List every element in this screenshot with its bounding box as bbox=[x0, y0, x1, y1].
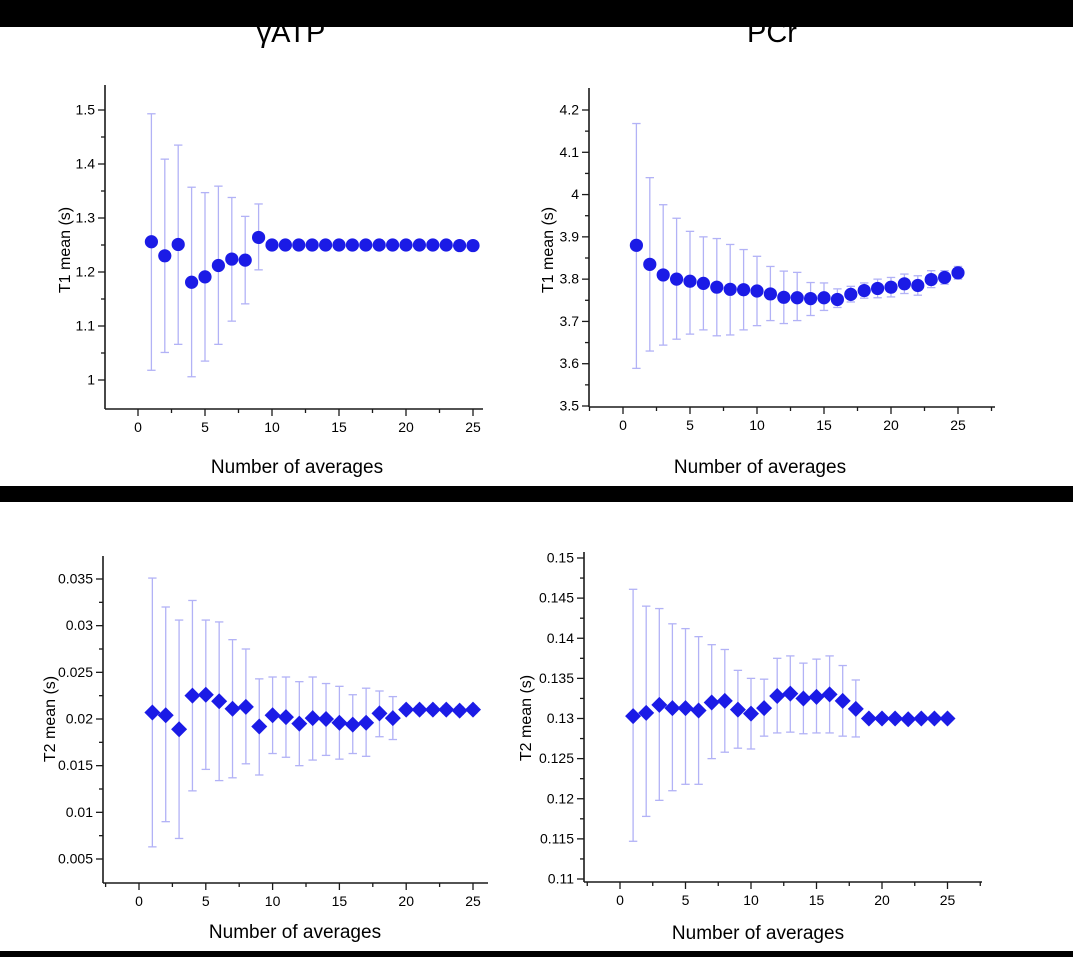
svg-text:0.01: 0.01 bbox=[66, 804, 93, 820]
tick-labels: 3.5 3.6 3.7 3.8 3.9 4 4.1 4.2 0 5 10 15 20 25 bbox=[560, 102, 966, 434]
data-markers bbox=[144, 230, 480, 289]
svg-text:0.145: 0.145 bbox=[539, 590, 574, 606]
svg-text:0.03: 0.03 bbox=[66, 617, 93, 633]
svg-text:15: 15 bbox=[331, 419, 347, 435]
svg-text:10: 10 bbox=[265, 893, 281, 909]
svg-text:3.7: 3.7 bbox=[560, 313, 580, 329]
svg-text:25: 25 bbox=[465, 419, 481, 435]
svg-text:1.3: 1.3 bbox=[76, 210, 96, 226]
x-axis-label: Number of averages bbox=[209, 922, 381, 943]
tick-labels: 0.005 0.01 0.015 0.02 0.025 0.03 0.035 0 5 10 15 20… bbox=[58, 571, 481, 910]
svg-text:10: 10 bbox=[264, 419, 280, 435]
chart-pcr-t2-scatter: 0.11 0.115 0.12 0.125 0.13 0.135 0.14 0.145 0.15… bbox=[518, 535, 1073, 957]
x-axis-label: Number of averages bbox=[211, 457, 383, 478]
svg-text:20: 20 bbox=[874, 892, 890, 908]
error-bars bbox=[632, 122, 963, 370]
svg-text:1.5: 1.5 bbox=[76, 102, 96, 118]
axes bbox=[104, 85, 483, 410]
svg-text:1.1: 1.1 bbox=[76, 318, 96, 334]
svg-text:20: 20 bbox=[883, 417, 899, 433]
svg-text:20: 20 bbox=[398, 893, 414, 909]
plot-pcr-t2: 0.11 0.115 0.12 0.125 0.13 0.135 0.14 0.145 0.15… bbox=[518, 550, 982, 944]
plot-pcr-t1: 3.5 3.6 3.7 3.8 3.9 4 4.1 4.2 0 5 10 15 20 25 Number o… bbox=[540, 88, 995, 478]
svg-text:3.9: 3.9 bbox=[560, 228, 580, 244]
svg-text:4.2: 4.2 bbox=[560, 102, 580, 118]
svg-text:10: 10 bbox=[749, 417, 765, 433]
svg-text:0.015: 0.015 bbox=[58, 757, 93, 773]
tick-labels: 1 1.1 1.2 1.3 1.4 1.5 0 5 10 15 20 25 bbox=[76, 102, 481, 436]
svg-text:1: 1 bbox=[87, 372, 95, 388]
top-redaction-bar bbox=[0, 0, 1073, 27]
svg-text:4: 4 bbox=[571, 186, 579, 202]
svg-text:3.5: 3.5 bbox=[560, 398, 580, 414]
svg-text:0.115: 0.115 bbox=[540, 830, 574, 846]
y-axis-label: T1 mean (s) bbox=[540, 207, 557, 293]
svg-text:0: 0 bbox=[135, 893, 143, 909]
data-markers bbox=[625, 685, 956, 728]
plot-gatp-t1: 1 1.1 1.2 1.3 1.4 1.5 0 5 10 15 20 25 Number of aver… bbox=[57, 85, 483, 478]
y-axis-label: T1 mean (s) bbox=[57, 207, 74, 293]
y-axis-label: T2 mean (s) bbox=[520, 675, 535, 761]
chart-gatp-t2-scatter: 0.005 0.01 0.015 0.02 0.025 0.03 0.035 0 5 10 15 20… bbox=[25, 535, 540, 957]
data-markers bbox=[144, 686, 481, 738]
svg-text:0.14: 0.14 bbox=[547, 630, 574, 646]
axes bbox=[583, 552, 982, 883]
svg-text:1.4: 1.4 bbox=[76, 156, 96, 172]
bottom-redaction-bar bbox=[0, 951, 1073, 957]
svg-text:10: 10 bbox=[743, 892, 759, 908]
x-axis-label: Number of averages bbox=[674, 457, 846, 478]
svg-text:0.02: 0.02 bbox=[66, 711, 93, 727]
tick-marks bbox=[96, 578, 474, 890]
svg-text:0.15: 0.15 bbox=[547, 550, 574, 566]
svg-text:5: 5 bbox=[202, 893, 210, 909]
svg-text:0: 0 bbox=[134, 419, 142, 435]
chart-pcr-t1-scatter: 3.5 3.6 3.7 3.8 3.9 4 4.1 4.2 0 5 10 15 20 25 Number o… bbox=[535, 75, 1073, 487]
svg-text:25: 25 bbox=[465, 893, 481, 909]
plot-gatp-t2: 0.005 0.01 0.015 0.02 0.025 0.03 0.035 0 5 10 15 20… bbox=[42, 556, 488, 943]
svg-text:25: 25 bbox=[940, 892, 956, 908]
svg-text:0.12: 0.12 bbox=[547, 790, 574, 806]
svg-text:0.11: 0.11 bbox=[548, 871, 574, 887]
svg-text:15: 15 bbox=[809, 892, 825, 908]
svg-text:3.8: 3.8 bbox=[560, 271, 580, 287]
svg-text:5: 5 bbox=[682, 892, 690, 908]
x-axis-label: Number of averages bbox=[672, 923, 844, 944]
svg-text:1.2: 1.2 bbox=[76, 264, 96, 280]
svg-text:0.035: 0.035 bbox=[58, 571, 93, 587]
data-markers bbox=[629, 238, 965, 307]
svg-text:5: 5 bbox=[201, 419, 209, 435]
svg-text:3.6: 3.6 bbox=[560, 355, 580, 371]
svg-text:0.025: 0.025 bbox=[58, 664, 93, 680]
chart-gatp-t1-scatter: 1 1.1 1.2 1.3 1.4 1.5 0 5 10 15 20 25 Number of aver… bbox=[30, 75, 542, 487]
svg-text:0.135: 0.135 bbox=[539, 670, 574, 686]
y-axis-label: T2 mean (s) bbox=[42, 676, 59, 762]
svg-text:0.005: 0.005 bbox=[58, 851, 93, 867]
error-bars bbox=[628, 588, 952, 842]
svg-text:4.1: 4.1 bbox=[560, 144, 580, 160]
tick-marks bbox=[582, 109, 993, 414]
middle-redaction-bar bbox=[0, 486, 1073, 502]
svg-text:5: 5 bbox=[686, 417, 694, 433]
svg-text:0: 0 bbox=[619, 417, 627, 433]
svg-text:15: 15 bbox=[816, 417, 832, 433]
svg-text:0.125: 0.125 bbox=[539, 750, 574, 766]
tick-labels: 0.11 0.115 0.12 0.125 0.13 0.135 0.14 0.145 0.15… bbox=[539, 550, 956, 909]
svg-text:20: 20 bbox=[398, 419, 414, 435]
svg-text:25: 25 bbox=[950, 417, 966, 433]
svg-text:15: 15 bbox=[332, 893, 348, 909]
tick-marks bbox=[98, 109, 474, 416]
svg-text:0.13: 0.13 bbox=[547, 710, 574, 726]
svg-text:0: 0 bbox=[616, 892, 624, 908]
tick-marks bbox=[577, 557, 981, 889]
